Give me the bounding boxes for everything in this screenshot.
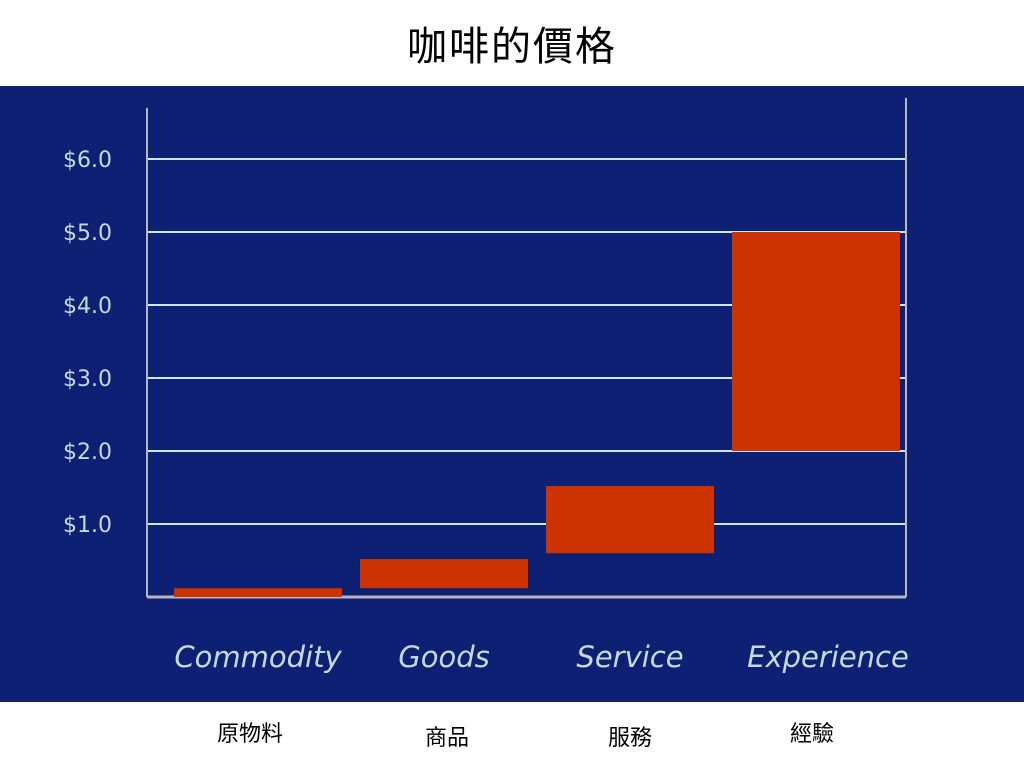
category-label-zh-goods: 商品	[424, 726, 470, 751]
price-chart: $1.0 $2.0 $3.0 $4.0 $5.0 $6.0 Commodity Goods S…	[0, 86, 1024, 702]
bar-service	[546, 486, 714, 554]
y-tick-label: $2.0	[63, 440, 112, 465]
bars	[174, 232, 900, 597]
category-label-zh-experience: 經驗	[789, 722, 835, 747]
y-tick-label: $6.0	[63, 148, 112, 173]
y-tick-label: $3.0	[63, 367, 112, 392]
chart-panel: $1.0 $2.0 $3.0 $4.0 $5.0 $6.0 Commodity Goods S…	[0, 86, 1024, 702]
category-labels: Commodity Goods Service Experience	[174, 640, 908, 674]
category-label-service: Service	[576, 640, 683, 674]
grid-lines	[147, 158, 906, 525]
category-label-zh-commodity: 原物料	[216, 722, 284, 747]
bar-commodity	[174, 588, 342, 597]
y-tick-labels: $1.0 $2.0 $3.0 $4.0 $5.0 $6.0	[63, 148, 112, 538]
category-label-zh-service: 服務	[607, 726, 653, 751]
category-label-goods: Goods	[398, 640, 489, 674]
y-tick-label: $4.0	[63, 294, 112, 319]
y-tick-label: $5.0	[63, 221, 112, 246]
bar-experience	[732, 232, 900, 451]
page-title: 咖啡的價格	[407, 24, 617, 70]
bar-goods	[360, 559, 528, 589]
category-label-commodity: Commodity	[174, 640, 342, 674]
y-tick-label: $1.0	[63, 513, 112, 538]
category-label-experience: Experience	[747, 640, 909, 674]
